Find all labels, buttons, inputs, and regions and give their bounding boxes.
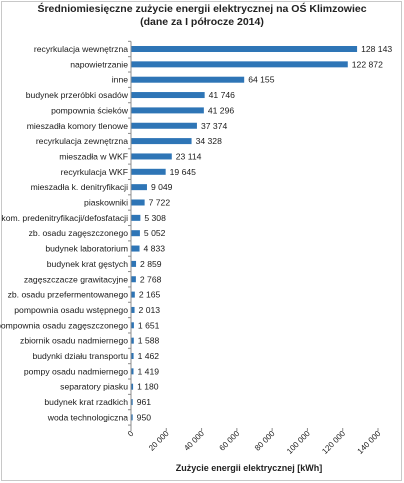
bar bbox=[131, 92, 205, 99]
x-tick-label: 80 000 bbox=[253, 429, 277, 453]
data-label: 122 872 bbox=[352, 59, 383, 69]
category-label: zbiornik osadu nadmiernego bbox=[20, 336, 128, 346]
bar bbox=[131, 168, 166, 175]
data-label: 9 049 bbox=[151, 182, 173, 192]
data-label: 2 013 bbox=[139, 305, 161, 315]
bar bbox=[131, 138, 192, 145]
data-label: 23 114 bbox=[176, 151, 202, 161]
category-label: zb. osadu przefermentowanego bbox=[8, 290, 129, 300]
bar bbox=[131, 184, 147, 191]
category-label: piaskowniki bbox=[84, 198, 128, 208]
category-label: zagęszczacze grawitacyjne bbox=[24, 274, 128, 284]
x-tick-label: 140 000 bbox=[356, 429, 383, 456]
data-label: 5 308 bbox=[144, 213, 166, 223]
data-label: 961 bbox=[137, 397, 152, 407]
data-label: 7 722 bbox=[149, 198, 171, 208]
x-tick-label: 100 000 bbox=[285, 429, 312, 456]
category-label: woda technologiczna bbox=[47, 412, 128, 422]
bar bbox=[131, 107, 204, 114]
data-label: 1 462 bbox=[138, 351, 160, 361]
category-label: pompownia osadu wstępnego bbox=[14, 305, 128, 315]
bar bbox=[131, 414, 133, 421]
bar bbox=[131, 199, 145, 206]
bar bbox=[131, 61, 348, 68]
bar bbox=[131, 153, 172, 160]
bar bbox=[131, 306, 135, 313]
category-label: pompy osadu nadmiernego bbox=[24, 366, 128, 376]
bar bbox=[131, 368, 134, 375]
data-label: 1 180 bbox=[137, 382, 159, 392]
chart-title-line1: Średniomiesięczne zużycie energii elektr… bbox=[37, 3, 367, 15]
bar bbox=[131, 399, 133, 406]
x-axis-label: Zużycie energii elektrycznej [kWh] bbox=[175, 463, 323, 473]
data-label: 41 746 bbox=[209, 90, 236, 100]
x-tick-label: 120 000 bbox=[320, 429, 347, 456]
category-label: budynek krat gęstych bbox=[47, 259, 128, 269]
bar bbox=[131, 291, 135, 298]
category-label: mieszadła k. denitryfikacji bbox=[31, 182, 129, 192]
data-label: 4 833 bbox=[144, 244, 166, 254]
category-label: zb. osadu zagęszczonego bbox=[29, 228, 129, 238]
bars bbox=[131, 46, 358, 421]
category-labels: recyrkulacja wewnętrzna napowietrzanie inn… bbox=[0, 44, 129, 422]
chart-title: Średniomiesięczne zużycie energii elektr… bbox=[0, 3, 404, 29]
data-label: 128 143 bbox=[361, 44, 392, 54]
category-label: budynek przeróbki osadów bbox=[26, 90, 129, 100]
data-label: 1 588 bbox=[138, 336, 160, 346]
data-label: 64 155 bbox=[248, 75, 275, 85]
category-label: recyrkulacja WKF bbox=[61, 167, 128, 177]
category-label: mieszadła komory tlenowe bbox=[27, 121, 128, 131]
bar bbox=[131, 245, 140, 252]
category-label: pompownia osadu zagęszczonego bbox=[0, 320, 128, 330]
data-label: 2 768 bbox=[140, 274, 162, 284]
category-label: budynki działu transportu bbox=[32, 351, 128, 361]
data-label: 1 651 bbox=[138, 320, 160, 330]
bar bbox=[131, 214, 141, 221]
data-label: 2 165 bbox=[139, 290, 161, 300]
category-label: recyrkulacja zewnętrzna bbox=[36, 136, 128, 146]
category-label: napowietrzanie bbox=[70, 59, 128, 69]
data-label: 19 645 bbox=[170, 167, 197, 177]
category-label: separatory piasku bbox=[60, 382, 128, 392]
category-label: inne bbox=[112, 75, 128, 85]
bar bbox=[131, 230, 140, 237]
x-tick-label: 0 bbox=[126, 429, 136, 439]
bar bbox=[131, 322, 134, 329]
bar bbox=[131, 337, 134, 344]
data-label: 34 328 bbox=[196, 136, 223, 146]
category-label: kom. predenitryfikacji/defosfatacji bbox=[1, 213, 128, 223]
bar bbox=[131, 260, 137, 267]
bar bbox=[131, 276, 136, 283]
x-tick-label: 20 000 bbox=[147, 429, 171, 453]
category-label: pompownia ścieków bbox=[51, 105, 129, 115]
x-tick-label: 60 000 bbox=[218, 429, 242, 453]
chart-title-line2: (dane za I półrocze 2014) bbox=[140, 16, 264, 28]
x-tick-label: 40 000 bbox=[182, 429, 206, 453]
bar bbox=[131, 76, 245, 83]
bar bbox=[131, 383, 134, 390]
bar bbox=[131, 353, 134, 359]
data-label: 5 052 bbox=[144, 228, 166, 238]
bar bbox=[131, 122, 197, 129]
category-label: recyrkulacja wewnętrzna bbox=[34, 44, 128, 54]
category-label: mieszadła w WKF bbox=[59, 151, 128, 161]
value-labels: 128 143 122 872 64 155 41 746 41 296 37 374 34… bbox=[137, 44, 393, 422]
category-label: budynek laboratorium bbox=[45, 244, 128, 254]
bar bbox=[131, 46, 358, 52]
data-label: 41 296 bbox=[208, 105, 235, 115]
data-label: 37 374 bbox=[201, 121, 228, 131]
category-label: budynek krat rzadkich bbox=[44, 397, 128, 407]
data-label: 2 859 bbox=[140, 259, 162, 269]
data-label: 950 bbox=[137, 412, 152, 422]
data-label: 1 419 bbox=[138, 366, 160, 376]
